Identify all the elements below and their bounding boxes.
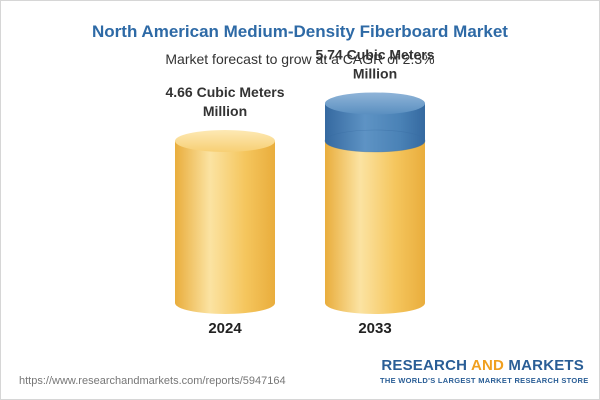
x-tick-label-2024: 2024: [208, 320, 242, 337]
value-label-2024-line2: Million: [203, 103, 247, 119]
brand-tagline: THE WORLD'S LARGEST MARKET RESEARCH STOR…: [380, 376, 589, 385]
source-url[interactable]: https://www.researchandmarkets.com/repor…: [19, 375, 286, 387]
bar-segment-divider-2033: [324, 129, 426, 153]
chart-title: North American Medium-Density Fiberboard…: [92, 22, 508, 41]
x-tick-label-2033: 2033: [358, 320, 391, 337]
bar-base-2033: [325, 141, 425, 314]
bar-top-2033: [325, 92, 425, 115]
value-label-2033-line2: Million: [353, 65, 397, 81]
value-label-2024-line1: 4.66 Cubic Meters: [165, 84, 284, 100]
bar-base-2024: [175, 141, 275, 314]
bar-top-2024: [175, 130, 275, 152]
brand-name-and: AND: [470, 357, 505, 374]
brand-logo: RESEARCH AND MARKETS THE WORLD'S LARGEST…: [380, 357, 589, 385]
value-label-2033-line1: 5.74 Cubic Meters: [315, 46, 434, 62]
brand-name-part3: MARKETS: [504, 357, 584, 374]
brand-name: RESEARCH AND MARKETS: [380, 357, 584, 374]
brand-name-part1: RESEARCH: [381, 357, 471, 374]
bar-growth-2033: [325, 103, 425, 152]
chart-subtitle: Market forecast to grow at a CAGR of 2.3…: [165, 51, 435, 67]
